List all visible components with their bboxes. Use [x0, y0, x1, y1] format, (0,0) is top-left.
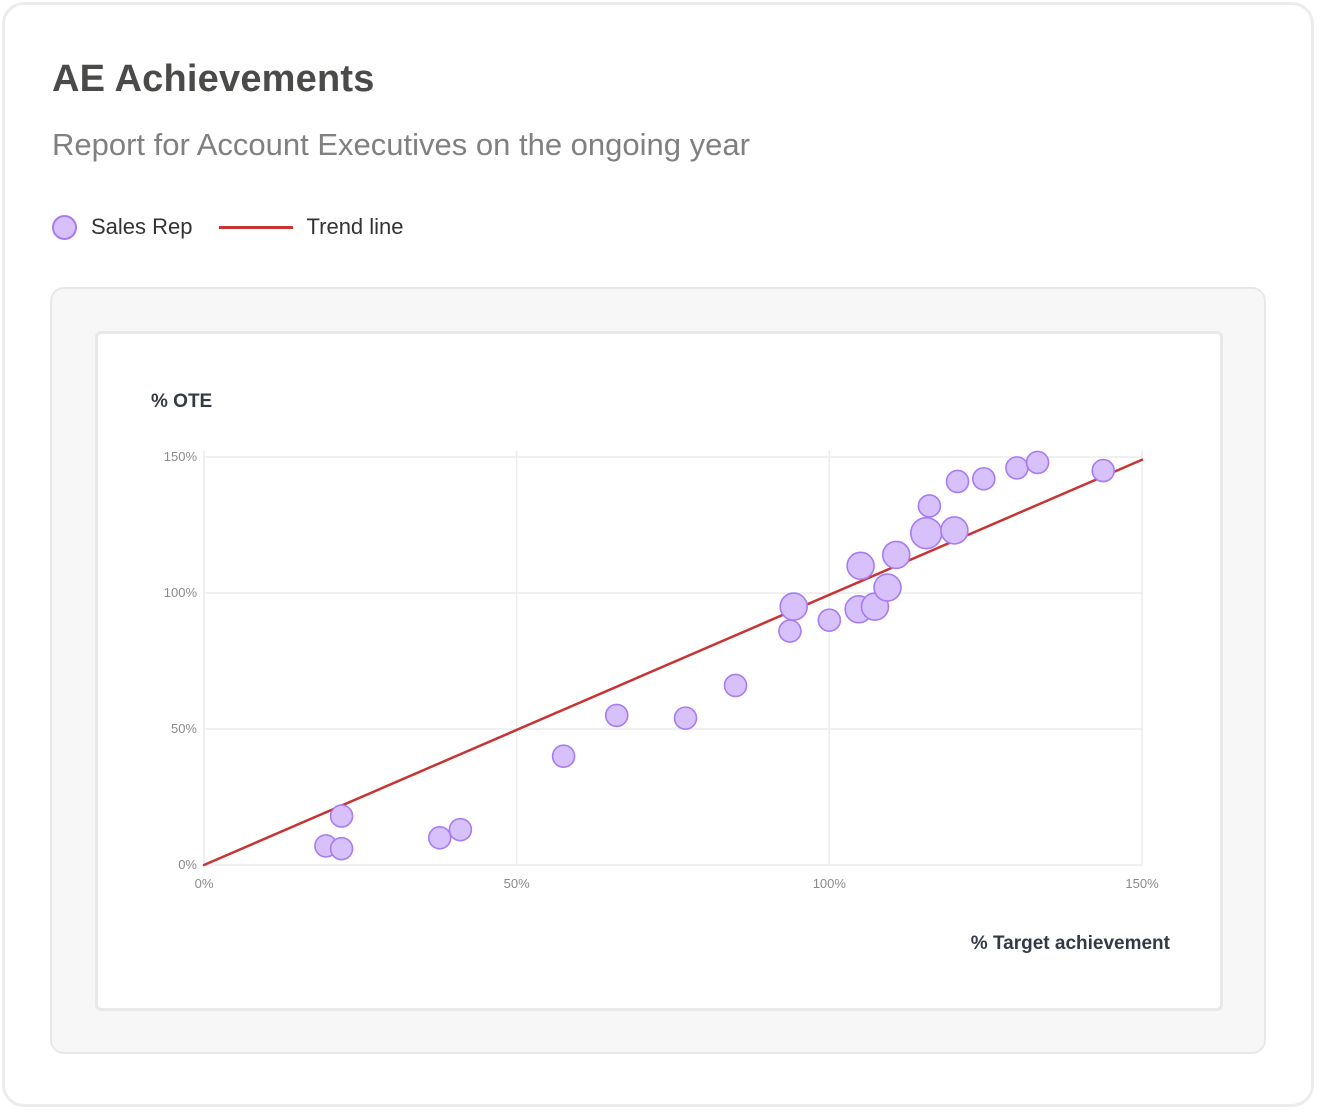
x-tick-label: 50%	[504, 876, 530, 891]
sales-rep-point	[329, 836, 354, 861]
sales-rep-point	[873, 573, 902, 602]
sales-rep-point	[448, 817, 473, 842]
y-tick-label: 100%	[164, 585, 198, 600]
sales-rep-point	[881, 540, 911, 570]
trend-line-layer	[202, 458, 1144, 867]
sales-rep-point	[673, 706, 698, 730]
legend-label-trend-line: Trend line	[306, 214, 404, 239]
legend-marker-sales-rep	[52, 214, 77, 240]
grid-lines	[203, 451, 1143, 866]
legend-label-sales-rep: Sales Rep	[91, 214, 193, 239]
sales-rep-point	[940, 516, 969, 545]
sales-rep-point	[723, 673, 748, 698]
trend-line	[202, 458, 1144, 867]
x-tick-label: 100%	[813, 876, 847, 891]
data-points	[314, 450, 1116, 861]
scatter-chart: 0% 50% 100% 150% 0% 50% 100% 150% % OTE % Targe…	[151, 391, 1171, 954]
y-tick-label: 50%	[171, 721, 197, 736]
x-tick-label: 150%	[1125, 876, 1159, 891]
sales-rep-point	[329, 804, 354, 828]
chart-legend: Sales Rep Trend line	[52, 214, 404, 240]
y-tick-label: 150%	[164, 449, 198, 464]
sales-rep-point	[909, 516, 943, 550]
page-subtitle: Report for Account Executives on the ong…	[52, 127, 750, 162]
x-axis-title: % Target achievement	[971, 933, 1171, 954]
sales-rep-point	[778, 619, 802, 643]
x-tick-label: 0%	[195, 876, 214, 891]
sales-rep-point	[1025, 450, 1050, 475]
sales-rep-point	[1005, 456, 1029, 480]
sales-rep-point	[551, 744, 576, 769]
sales-rep-point	[846, 551, 875, 581]
y-axis-title: % OTE	[151, 391, 212, 412]
legend-marker-trend-line	[218, 225, 293, 229]
sales-rep-point	[427, 825, 452, 850]
sales-rep-point	[817, 608, 842, 633]
tick-labels: 0% 50% 100% 150% 0% 50% 100% 150%	[164, 449, 1159, 891]
sales-rep-point	[604, 703, 629, 728]
sales-rep-point	[971, 466, 996, 491]
sales-rep-point	[917, 494, 942, 518]
sales-rep-point	[779, 592, 808, 621]
chart-inner-panel	[95, 331, 1223, 1011]
y-tick-label: 0%	[178, 857, 197, 872]
page-title: AE Achievements	[52, 58, 375, 100]
sales-rep-point	[945, 469, 970, 494]
sales-rep-point	[1091, 458, 1116, 483]
